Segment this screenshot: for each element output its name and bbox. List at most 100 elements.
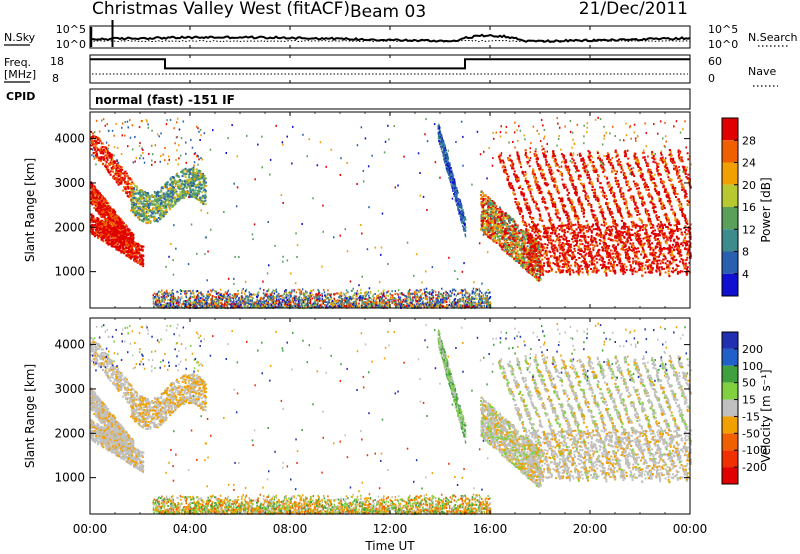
power-cell xyxy=(387,290,389,293)
power-cell xyxy=(321,303,323,306)
power-cell xyxy=(93,146,96,149)
power-cell xyxy=(135,203,137,206)
power-cell xyxy=(328,292,331,295)
power-cell xyxy=(117,161,120,164)
power-cell xyxy=(164,302,167,305)
power-cell xyxy=(120,234,123,237)
power-cell xyxy=(352,302,355,305)
power-cell xyxy=(309,302,311,305)
power-cell xyxy=(190,182,193,185)
power-cell xyxy=(188,170,191,173)
power-cell xyxy=(285,306,287,309)
power-cell xyxy=(142,207,145,210)
power-cell xyxy=(196,170,199,173)
power-cell xyxy=(446,305,449,307)
power-cell xyxy=(137,260,139,263)
power-cell xyxy=(459,304,461,306)
power-cell xyxy=(153,220,156,223)
power-cell xyxy=(462,289,464,292)
power-cell xyxy=(197,198,200,201)
power-cell xyxy=(169,190,172,193)
power-cell xyxy=(143,197,145,200)
power-cell xyxy=(132,205,134,208)
power-cell xyxy=(287,294,289,297)
power-cell xyxy=(145,210,148,213)
power-cell xyxy=(149,202,152,205)
power-cell xyxy=(204,203,207,206)
power-cell xyxy=(136,205,139,208)
power-cell xyxy=(424,292,426,295)
power-cell xyxy=(92,187,95,190)
power-cell xyxy=(446,298,448,301)
power-cell xyxy=(127,145,129,148)
power-cell xyxy=(164,183,167,186)
power-cell xyxy=(321,300,324,303)
power-cell xyxy=(324,301,327,303)
power-cell xyxy=(114,235,117,238)
power-cell xyxy=(139,207,142,210)
power-cell xyxy=(106,235,109,238)
power-cell xyxy=(100,231,103,234)
power-cell xyxy=(180,171,183,174)
power-cell xyxy=(295,291,298,294)
power-cell xyxy=(342,298,345,301)
power-cell xyxy=(202,179,205,181)
power-cell xyxy=(131,124,134,127)
power-cell xyxy=(119,246,122,249)
power-cell xyxy=(125,186,128,189)
power-cell xyxy=(275,288,277,291)
power-cell xyxy=(162,295,165,298)
power-cell xyxy=(191,194,194,197)
power-cell xyxy=(200,304,202,307)
power-cell xyxy=(141,209,144,212)
power-cell xyxy=(182,290,184,293)
power-cell xyxy=(338,292,340,295)
power-cell xyxy=(112,210,115,213)
power-cell xyxy=(127,246,130,249)
power-cell xyxy=(127,238,130,241)
power-cell xyxy=(363,303,365,305)
power-cell xyxy=(162,192,165,195)
power-cell xyxy=(146,193,149,196)
power-cell xyxy=(116,220,118,223)
power-cell xyxy=(203,180,206,183)
power-cell xyxy=(170,202,173,205)
power-cell xyxy=(174,200,176,203)
power-cell xyxy=(100,152,103,155)
power-cell xyxy=(163,297,166,299)
power-cell xyxy=(394,293,396,295)
power-cell xyxy=(147,215,150,217)
power-cell xyxy=(266,295,269,298)
power-cell xyxy=(185,193,188,196)
power-cell xyxy=(141,120,143,123)
power-cell xyxy=(127,182,130,185)
power-cell xyxy=(236,293,239,295)
power-cell xyxy=(157,210,160,213)
station-title: Christmas Valley West (fitACF) xyxy=(92,0,350,19)
power-cell xyxy=(160,155,162,158)
power-cell xyxy=(306,291,308,294)
power-cell xyxy=(184,292,186,295)
power-cell xyxy=(110,233,113,236)
freq-line xyxy=(90,58,690,70)
power-cell xyxy=(151,195,154,198)
power-cell xyxy=(117,181,120,184)
power-cell xyxy=(106,221,109,224)
power-cell xyxy=(144,193,147,196)
power-cell xyxy=(168,205,171,208)
power-cell xyxy=(102,197,105,200)
power-cell xyxy=(177,117,179,120)
power-cell xyxy=(437,304,439,307)
power-cell xyxy=(134,199,137,202)
power-cell xyxy=(112,227,114,230)
power-cell xyxy=(146,200,149,203)
power-cell xyxy=(463,301,465,304)
power-cell xyxy=(133,195,136,198)
power-cell xyxy=(190,171,193,174)
power-cell xyxy=(365,291,368,294)
power-cell xyxy=(139,195,142,198)
power-cell xyxy=(183,180,186,183)
power-cell xyxy=(103,232,106,235)
power-cell xyxy=(196,125,198,128)
